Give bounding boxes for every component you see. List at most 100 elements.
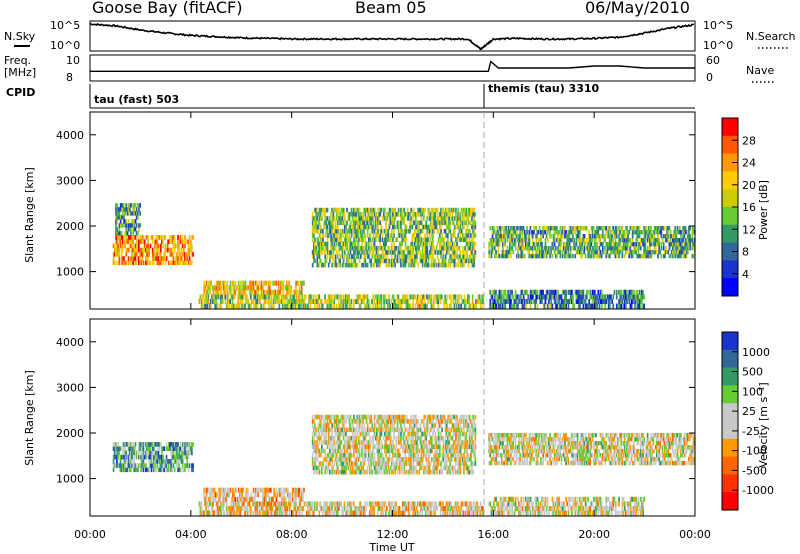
heat-cell (347, 299, 349, 304)
heat-cell (348, 237, 351, 242)
heat-cell (132, 446, 134, 451)
heat-cell (326, 465, 329, 471)
heat-cell (323, 207, 325, 213)
heat-cell (341, 419, 344, 424)
heat-cell (316, 414, 319, 420)
heat-cell (529, 294, 532, 300)
heat-cell (338, 216, 340, 221)
heat-cell (405, 237, 408, 242)
heat-cell (396, 258, 399, 264)
heat-cell (490, 253, 493, 259)
heat-cell (533, 253, 535, 259)
heat-cell (380, 294, 382, 300)
heat-cell (224, 285, 226, 291)
heat-cell (544, 246, 547, 251)
heat-cell (434, 258, 437, 264)
heat-cell (521, 238, 524, 243)
heat-cell (405, 506, 408, 511)
heat-cell (657, 242, 659, 247)
heat-cell (340, 237, 343, 242)
heat-cell (445, 262, 448, 268)
heat-cell (515, 294, 518, 300)
heat-cell (623, 294, 626, 300)
heat-cell (468, 212, 471, 217)
heat-cell (127, 454, 130, 460)
heat-cell (150, 463, 153, 468)
heat-cell (343, 228, 346, 234)
heat-cell (318, 501, 321, 507)
heat-cell (349, 303, 352, 309)
heat-cell (636, 294, 639, 300)
heat-cell (432, 510, 435, 516)
heat-cell (246, 299, 249, 304)
heat-cell (604, 294, 607, 300)
heat-cell (302, 303, 305, 309)
heat-cell (621, 299, 624, 304)
heat-cell (419, 241, 422, 247)
heat-cell (232, 294, 235, 300)
heat-cell (469, 303, 472, 309)
heat-cell (125, 231, 128, 236)
heat-cell (415, 224, 417, 230)
heat-cell (428, 207, 431, 213)
heat-cell (521, 226, 524, 231)
heat-cell (350, 465, 353, 471)
heat-cell (589, 242, 591, 247)
heat-cell (579, 289, 581, 295)
heat-cell (339, 457, 341, 462)
heat-cell (622, 242, 625, 247)
heat-cell (338, 427, 340, 433)
heat-cell (467, 228, 470, 234)
heat-cell (572, 294, 574, 300)
heat-cell (264, 487, 266, 493)
heat-cell (343, 419, 346, 424)
heat-cell (357, 245, 360, 251)
heat-cell (591, 303, 594, 309)
heat-cell (443, 216, 446, 221)
heat-cell (241, 299, 244, 304)
heat-cell (185, 450, 187, 456)
heat-cell (313, 303, 316, 309)
heat-cell (270, 303, 273, 309)
heat-cell (403, 212, 406, 217)
heat-cell (326, 241, 329, 247)
heat-cell (345, 461, 347, 466)
heat-cell (219, 492, 222, 498)
heat-cell (657, 226, 659, 231)
heat-cell (596, 226, 598, 231)
heat-cell (180, 256, 183, 261)
heat-cell (333, 501, 336, 507)
heat-cell (439, 501, 442, 507)
heat-cell (565, 253, 567, 259)
heat-cell (169, 459, 171, 464)
heat-cell (637, 230, 640, 235)
heat-cell (224, 294, 227, 300)
heat-cell (142, 260, 145, 266)
heat-cell (375, 501, 378, 507)
heat-cell (415, 245, 417, 251)
heat-cell (157, 442, 160, 447)
heat-cell (295, 303, 298, 309)
heat-cell (257, 506, 260, 511)
heat-cell (502, 226, 504, 231)
heat-cell (161, 454, 163, 460)
heat-cell (213, 285, 216, 291)
heat-cell (346, 207, 348, 213)
heat-cell (581, 238, 583, 243)
heat-cell (574, 289, 577, 295)
heat-cell (322, 245, 324, 251)
heat-cell (321, 440, 323, 445)
heat-cell (330, 452, 332, 458)
heat-cell (124, 207, 127, 212)
heat-cell (173, 239, 176, 244)
heat-cell (636, 238, 639, 243)
heat-cell (346, 241, 348, 247)
heat-cell (571, 230, 573, 235)
heat-cell (220, 501, 222, 507)
heat-cell (276, 492, 279, 498)
heat-cell (343, 506, 346, 511)
heat-cell (342, 258, 345, 264)
heat-cell (443, 212, 446, 217)
heat-cell (424, 245, 426, 251)
heat-cell (189, 243, 192, 249)
